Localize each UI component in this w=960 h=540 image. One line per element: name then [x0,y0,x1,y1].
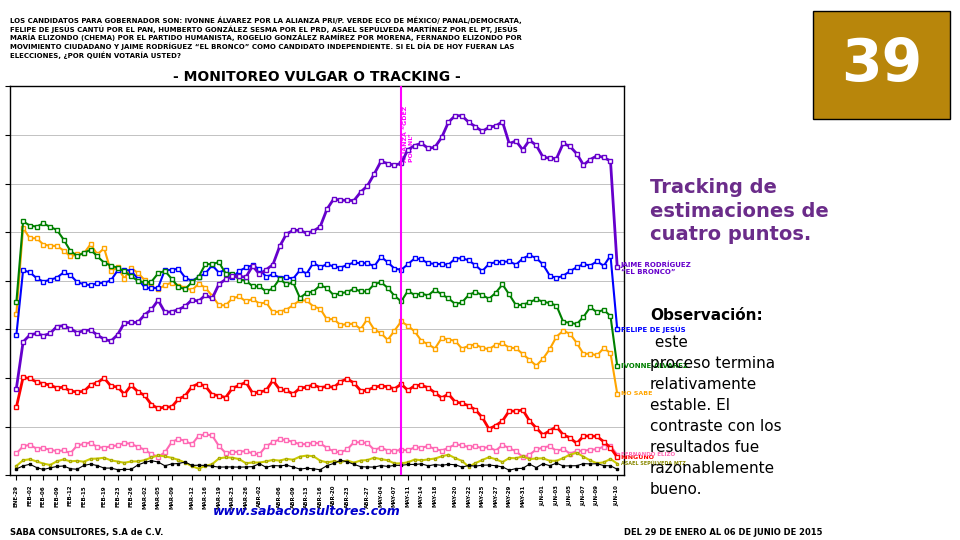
Text: www.sabaconsultores.com: www.sabaconsultores.com [213,505,401,518]
Text: ASAEL SEPÚLVEDA MTZ: ASAEL SEPÚLVEDA MTZ [620,461,685,466]
Text: Tracking de
estimaciones de
cuatro puntos.: Tracking de estimaciones de cuatro punto… [650,178,828,244]
Text: LOS CANDIDATOS PARA GOBERNADOR SON: IVONNE ÁLVAREZ POR LA ALIANZA PRI/P. VERDE E: LOS CANDIDATOS PARA GOBERNADOR SON: IVON… [10,16,521,59]
Text: 39: 39 [841,36,923,93]
Text: NO SABE: NO SABE [620,392,652,396]
Text: este
proceso termina
relativamente
estable. El
contraste con los
resultados fue
: este proceso termina relativamente estab… [650,335,781,497]
Text: IVONNE ÁLVAREZ: IVONNE ÁLVAREZ [620,363,687,369]
Text: DEL 29 DE ENERO AL 06 DE JUNIO DE 2015: DEL 29 DE ENERO AL 06 DE JUNIO DE 2015 [624,528,823,537]
Title: - MONITOREO VULGAR O TRACKING -: - MONITOREO VULGAR O TRACKING - [173,70,461,84]
Text: ALIANZA “GDEZ
POR NL”: ALIANZA “GDEZ POR NL” [403,106,414,162]
Text: Observación:: Observación: [650,308,762,323]
Text: NINGUNO: NINGUNO [620,455,655,460]
Text: SABA CONSULTORES, S.A de C.V.: SABA CONSULTORES, S.A de C.V. [10,528,163,537]
Text: FELIPE DE JESÚS: FELIPE DE JESÚS [620,326,685,333]
Text: FERNANDO ELIZO: FERNANDO ELIZO [620,452,675,457]
FancyBboxPatch shape [813,11,950,119]
Text: JAIME RODRÍGUEZ
“EL BRONCO”: JAIME RODRÍGUEZ “EL BRONCO” [620,260,691,275]
